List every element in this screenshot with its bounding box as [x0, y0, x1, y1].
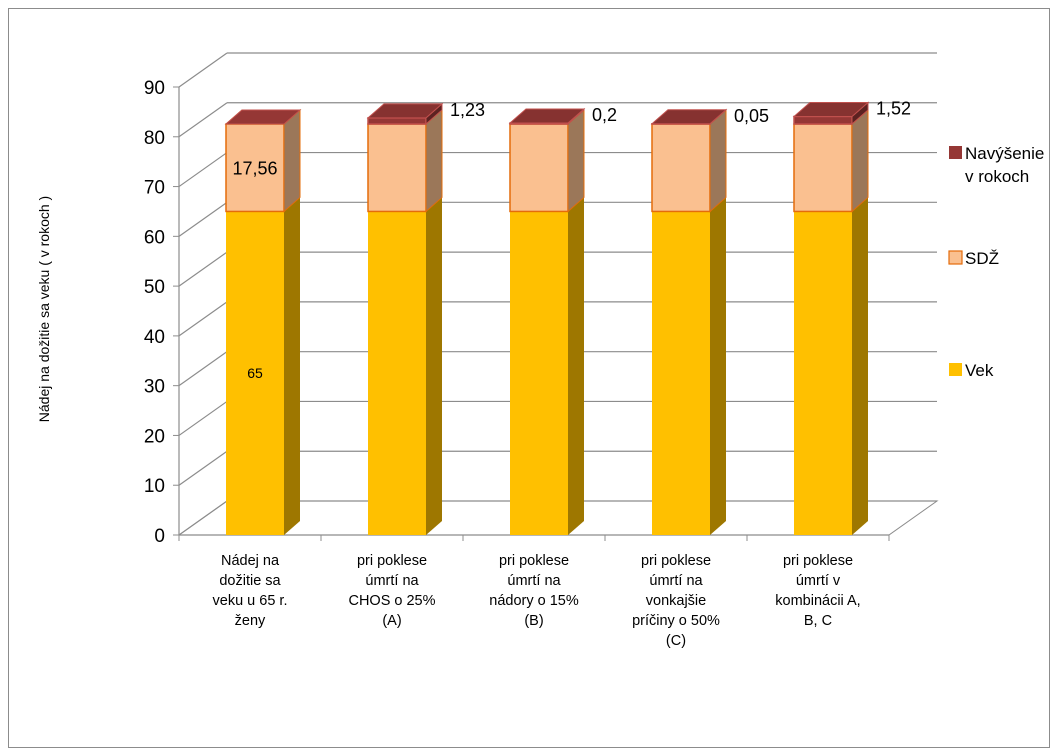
gridline-side [178, 52, 228, 88]
gridline-side [178, 301, 228, 337]
gridline-side [178, 152, 228, 188]
gridline-side [178, 251, 228, 287]
data-label: 17,56 [232, 159, 277, 179]
y-tick-label: 80 [144, 128, 165, 149]
bar-segment-0-2 [510, 197, 584, 535]
gridline-side [178, 500, 228, 536]
bar-front [368, 211, 426, 535]
y-tick-label: 70 [144, 178, 165, 199]
bar-segment-0-3 [652, 197, 726, 535]
bar-segment-1-4 [793, 108, 869, 213]
bar-front [652, 211, 710, 535]
gridline-side [178, 102, 228, 138]
bar-front [794, 211, 852, 535]
data-label: 1,52 [876, 98, 911, 118]
bar-side [710, 197, 726, 535]
legend-item: Vek [949, 361, 994, 380]
gridline-side [178, 201, 228, 237]
bar-side [567, 108, 585, 213]
y-tick-label: 50 [144, 277, 165, 298]
bar-front [793, 115, 853, 125]
bar-top [508, 108, 586, 124]
bar-segment-2-1 [366, 102, 444, 126]
legend-swatch [949, 363, 962, 376]
bar-front [510, 211, 568, 535]
x-category-label: pri poklese úmrtí na CHOS o 25% (A) [348, 553, 435, 629]
bar-segment-2-4 [792, 101, 870, 126]
bar-front [367, 123, 427, 213]
bar-front [651, 123, 711, 213]
bar-segment-2-3 [650, 108, 728, 126]
legend-swatch [949, 146, 962, 159]
bar-top [792, 101, 870, 117]
chart-frame: 65 17,56 1,23 0,2 0,05 1,52 0 10 20 30 40 50 60 70 80… [8, 8, 1050, 748]
y-tick-label: 60 [144, 227, 165, 248]
gridline-side [178, 351, 228, 387]
legend-label: Navýšenie [965, 144, 1044, 163]
bar-top [650, 109, 728, 125]
x-category-labels: Nádej na dožitie sa veku u 65 r. ženy pri po… [213, 553, 861, 649]
legend: Navýšenie v rokoch SDŽ Vek [948, 144, 1044, 380]
bar-side [284, 197, 300, 535]
legend-label: Vek [965, 361, 994, 380]
data-label: 0,05 [734, 106, 769, 126]
gridline-side [178, 400, 228, 436]
data-labels: 65 17,56 1,23 0,2 0,05 1,52 [232, 98, 911, 381]
x-category-label: pri poklese úmrtí na vonkajšie príčiny o 50… [632, 553, 720, 649]
y-tick-label: 90 [144, 78, 165, 99]
stacked-bar-chart: 65 17,56 1,23 0,2 0,05 1,52 0 10 20 30 40 50 60 70 80… [36, 52, 1044, 649]
bar-side [283, 108, 301, 213]
bar-segment-1-1 [367, 108, 443, 213]
bar-side [851, 108, 869, 213]
bar-segment-0-0 [226, 197, 300, 535]
legend-label: v rokoch [965, 167, 1029, 186]
legend-item: SDŽ [948, 249, 999, 268]
legend-label: SDŽ [965, 249, 999, 268]
bar-top [366, 103, 444, 119]
bar-front [793, 123, 853, 213]
y-tick-labels: 0 10 20 30 40 50 60 70 80 90 [144, 78, 165, 547]
bar-side [568, 197, 584, 535]
bar-segment-0-1 [368, 197, 442, 535]
x-category-label: pri poklese úmrtí na nádory o 15% (B) [489, 553, 579, 629]
x-category-label: Nádej na dožitie sa veku u 65 r. ženy [213, 553, 288, 629]
bar-side [425, 108, 443, 213]
y-tick-label: 40 [144, 327, 165, 348]
bars [224, 101, 870, 535]
y-tick-label: 20 [144, 426, 165, 447]
legend-item: Navýšenie v rokoch [949, 144, 1044, 186]
y-tick-label: 30 [144, 377, 165, 398]
data-label: 1,23 [450, 100, 485, 120]
y-tick-label: 10 [144, 476, 165, 497]
legend-swatch [948, 250, 963, 265]
bar-segment-2-2 [508, 107, 586, 126]
bar-front [226, 211, 284, 535]
bar-top [224, 109, 302, 125]
y-axis-label: Nádej na dožitie sa veku ( v rokoch ) [36, 196, 52, 422]
bar-segment-1-3 [651, 108, 727, 213]
data-label: 65 [247, 365, 263, 381]
bar-front [367, 117, 427, 125]
bar-segment-0-4 [794, 197, 868, 535]
x-category-label: pri poklese úmrtí v kombinácii A, B, C [775, 553, 860, 629]
bar-segment-1-2 [509, 108, 585, 213]
data-label: 0,2 [592, 105, 617, 125]
y-tick-label: 0 [154, 526, 165, 547]
bar-front [509, 123, 569, 213]
bar-side [709, 108, 727, 213]
bar-side [426, 197, 442, 535]
gridline-side [178, 450, 228, 486]
bar-side [852, 197, 868, 535]
